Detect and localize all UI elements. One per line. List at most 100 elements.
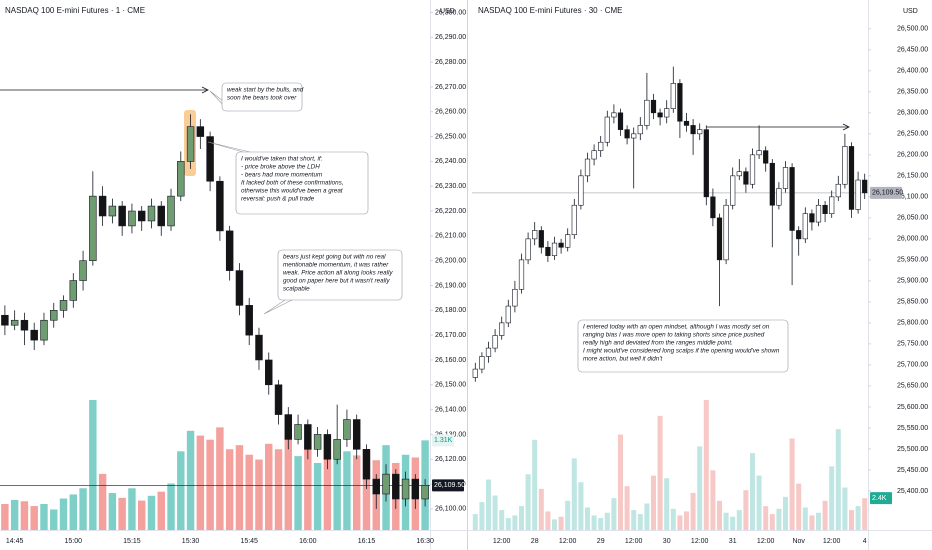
candle-body: [69, 280, 78, 301]
note-text: really high and deviated from the ranges…: [583, 340, 733, 347]
candle-body: [657, 112, 663, 118]
candle-body: [637, 125, 643, 135]
volume-bar: [492, 495, 498, 530]
candle-body: [98, 195, 107, 217]
volume-bar: [274, 449, 283, 530]
x-tick-label: 12:00: [757, 538, 775, 545]
volume-bar: [245, 454, 253, 530]
volume-bar: [697, 446, 703, 530]
candle-body: [472, 368, 478, 378]
candle-body: [776, 188, 782, 206]
y-tick-label: 26,280.00: [435, 59, 466, 66]
volume-bar: [128, 488, 136, 530]
x-tick-label: 12:00: [559, 538, 577, 545]
volume-bar: [848, 510, 855, 530]
candle-body: [538, 230, 544, 248]
y-tick-label: 26,050.00: [897, 215, 928, 222]
volume-bar: [137, 500, 146, 530]
y-tick-label: 25,950.00: [897, 257, 928, 264]
candle-body: [809, 213, 815, 223]
candle-body: [352, 419, 361, 450]
candle-body: [265, 359, 273, 386]
candle-body: [683, 120, 690, 126]
volume-bar: [637, 514, 643, 530]
y-tick-label: 26,100.00: [897, 194, 928, 201]
note-text: scalpable: [283, 286, 310, 293]
note-text: I might would've considered long scalps …: [583, 348, 780, 355]
volume-bar: [736, 510, 742, 530]
y-tick-label: 26,240.00: [435, 158, 466, 165]
candle-body: [848, 146, 855, 210]
volume-bar: [664, 478, 670, 530]
volume-bar: [802, 507, 808, 530]
y-tick-label: 26,000.00: [897, 236, 928, 243]
candle-body: [525, 238, 531, 261]
candle-body: [551, 242, 558, 256]
y-tick-label: 25,650.00: [897, 383, 928, 390]
candle-body: [796, 230, 802, 240]
candle-body: [604, 116, 610, 143]
volume-bar: [815, 512, 822, 530]
note-text: more action, but well it didn't: [583, 356, 663, 363]
volume-bar: [284, 437, 293, 530]
y-tick-label: 26,220.00: [435, 208, 466, 215]
volume-bar: [479, 502, 485, 530]
y-tick-label: 25,450.00: [897, 467, 928, 474]
candle-body: [518, 259, 525, 290]
candle-body: [730, 175, 736, 206]
candle-body: [815, 204, 822, 223]
volume-label: 1.31K: [434, 437, 453, 444]
candle-body: [736, 171, 742, 177]
volume-bar: [571, 458, 577, 530]
candle-body: [545, 246, 551, 256]
candle-body: [147, 205, 156, 222]
candle-body: [255, 334, 263, 361]
candle-body: [304, 424, 312, 450]
chart-layer: 26,100.0026,110.0026,120.0026,130.0026,1…: [0, 9, 928, 545]
volume-bar: [776, 508, 782, 530]
candle-body: [128, 210, 136, 227]
candle-body: [611, 112, 617, 118]
y-tick-label: 26,500.00: [897, 26, 928, 33]
volume-bar: [710, 470, 716, 530]
note-tail: [263, 299, 293, 315]
candle-body: [624, 129, 630, 139]
y-tick-label: 25,900.00: [897, 278, 928, 285]
y-tick-label: 26,200.00: [435, 258, 466, 265]
volume-bar: [352, 455, 361, 530]
candle-body: [710, 196, 716, 219]
candle-body: [532, 230, 538, 240]
volume-bar: [20, 501, 29, 530]
note-text: I entered today with an open mindset, al…: [583, 324, 770, 331]
volume-bar: [835, 429, 841, 530]
y-tick-label: 26,450.00: [897, 47, 928, 54]
candle-body: [284, 414, 293, 440]
y-tick-label: 26,140.00: [435, 406, 466, 413]
note-box: [221, 82, 303, 112]
y-tick-label: 25,550.00: [897, 425, 928, 432]
volume-bar: [59, 498, 68, 530]
y-tick-label: 25,850.00: [897, 299, 928, 306]
note-text: bears just kept going but with no real: [283, 254, 386, 261]
volume-bar: [196, 435, 205, 530]
volume-bar: [670, 508, 676, 530]
candle-body: [10, 319, 19, 326]
candle-body: [650, 99, 657, 114]
x-tick-label: 12:00: [823, 538, 841, 545]
candle-body: [862, 179, 868, 194]
volume-bar: [313, 462, 322, 530]
candle-body: [617, 112, 624, 130]
candle-body: [670, 83, 676, 109]
x-tick-label: 30: [663, 538, 671, 545]
note-text: soon the bears took over: [227, 95, 297, 102]
x-tick-label: 28: [531, 538, 539, 545]
y-tick-label: 25,500.00: [897, 446, 928, 453]
volume-bar: [1, 504, 9, 530]
volume-bar: [30, 506, 38, 530]
candle-body: [50, 310, 58, 321]
volume-bar: [782, 496, 789, 530]
y-tick-label: 26,230.00: [435, 183, 466, 190]
y-tick-label: 26,160.00: [435, 357, 466, 364]
candle-body: [723, 204, 729, 261]
candle-body: [584, 158, 591, 177]
